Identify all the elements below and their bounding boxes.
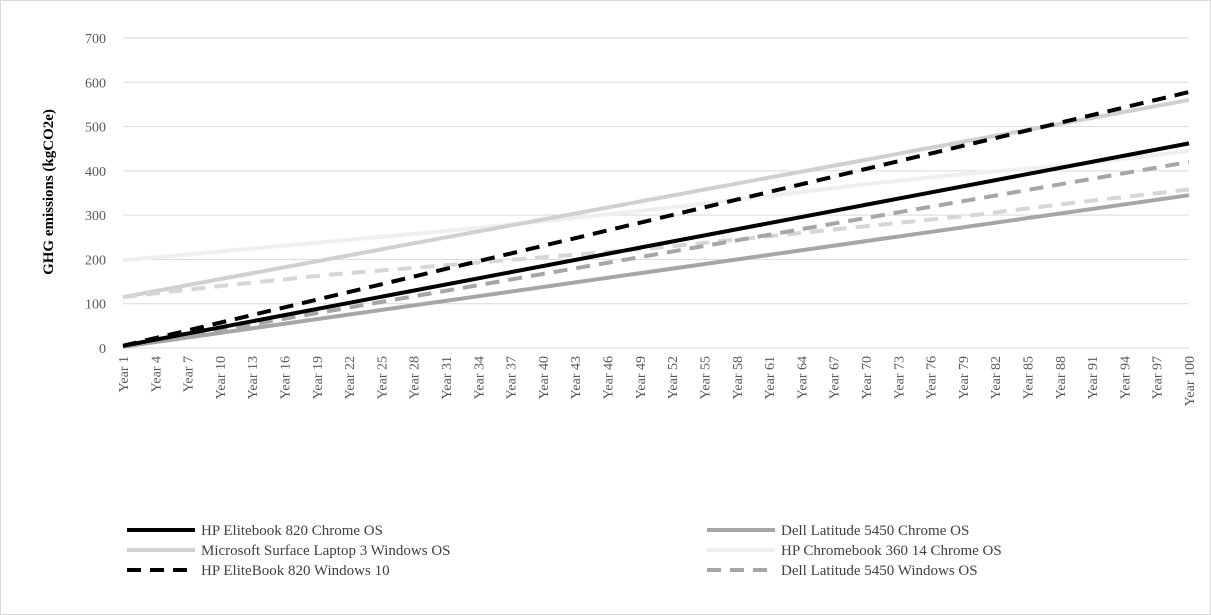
y-tick-label: 700	[85, 32, 106, 47]
y-tick-label: 0	[99, 342, 106, 357]
x-tick-label: Year 100	[1183, 356, 1198, 406]
x-tick-label: Year 70	[860, 356, 875, 399]
y-tick-label: 400	[85, 165, 106, 180]
x-tick-label: Year 7	[182, 356, 197, 392]
x-tick-label: Year 37	[505, 356, 520, 399]
x-tick-label: Year 1	[117, 356, 132, 392]
legend-entry: Microsoft Surface Laptop 3 Windows OS	[201, 543, 451, 559]
x-tick-label: Year 76	[925, 356, 940, 399]
x-tick-label: Year 94	[1118, 356, 1133, 399]
x-tick-label: Year 55	[698, 356, 713, 399]
y-tick-label: 500	[85, 121, 106, 136]
x-tick-label: Year 58	[731, 356, 746, 399]
legend: HP Elitebook 820 Chrome OS Dell Latitude …	[127, 523, 1002, 579]
gridlines	[123, 37, 1189, 305]
x-tick-label: Year 19	[311, 356, 326, 399]
x-tick-label: Year 40	[537, 356, 552, 399]
x-tick-label: Year 4	[149, 356, 164, 392]
x-tick-label: Year 43	[569, 356, 584, 399]
legend-entry: HP Chromebook 360 14 Chrome OS	[781, 543, 1002, 559]
x-tick-label: Year 97	[1151, 356, 1166, 399]
x-tick-label: Year 28	[408, 356, 423, 399]
x-tick-label: Year 91	[1086, 356, 1101, 399]
y-tick-label: 100	[85, 298, 106, 313]
y-axis-label: GHG emissions (kgCO2e)	[41, 109, 57, 275]
x-tick-label: Year 85	[1021, 356, 1036, 399]
series-line-4	[122, 148, 1190, 263]
legend-entry: HP Elitebook 820 Chrome OS	[201, 523, 383, 539]
x-tick-label: Year 61	[763, 356, 778, 399]
x-tick-label: Year 46	[602, 356, 617, 399]
x-tick-label: Year 10	[214, 356, 229, 399]
x-tick-label: Year 49	[634, 356, 649, 399]
x-tick-label: Year 34	[472, 356, 487, 399]
legend-entry: HP EliteBook 820 Windows 10	[201, 563, 390, 579]
series-line-7	[122, 187, 1190, 300]
series-line-3	[122, 98, 1190, 300]
x-tick-label: Year 79	[957, 356, 972, 399]
x-tick-label: Year 67	[828, 356, 843, 399]
y-tick-label: 300	[85, 209, 106, 224]
series-lines	[122, 90, 1190, 349]
x-axis-ticks: Year 1 Year 4 Year 7 Year 10 Year 13 Year 16 Y…	[117, 356, 1198, 406]
x-tick-label: Year 25	[375, 356, 390, 399]
legend-entry: Dell Latitude 5450 Chrome OS	[781, 523, 969, 539]
x-tick-label: Year 73	[892, 356, 907, 399]
y-axis-ticks: 0 100 200 300 400 500 600 700	[85, 32, 106, 357]
legend-entry: Dell Latitude 5450 Windows OS	[781, 563, 978, 579]
x-tick-label: Year 13	[246, 356, 261, 399]
x-tick-label: Year 22	[343, 356, 358, 399]
y-tick-label: 200	[85, 253, 106, 268]
x-tick-label: Year 82	[989, 356, 1004, 399]
x-tick-label: Year 52	[666, 356, 681, 399]
series-line-1	[122, 141, 1190, 348]
x-tick-label: Year 64	[795, 356, 810, 399]
series-line-2	[122, 193, 1190, 349]
series-line-6	[122, 160, 1190, 349]
x-tick-label: Year 31	[440, 356, 455, 399]
x-tick-label: Year 88	[1054, 356, 1069, 399]
x-tick-label: Year 16	[279, 356, 294, 399]
y-tick-label: 600	[85, 76, 106, 91]
